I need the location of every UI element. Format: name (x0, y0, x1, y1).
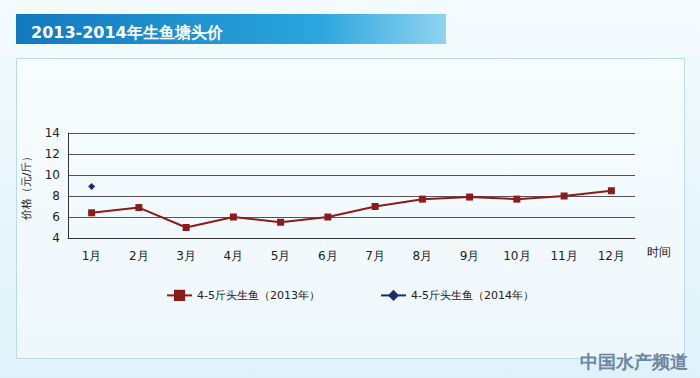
svg-text:价格（元/斤）: 价格（元/斤） (20, 151, 33, 222)
svg-text:8月: 8月 (413, 249, 433, 263)
svg-text:3月: 3月 (176, 249, 196, 263)
svg-text:6月: 6月 (318, 249, 338, 263)
svg-text:4月: 4月 (224, 249, 244, 263)
svg-text:4-5斤头生鱼（2013年）: 4-5斤头生鱼（2013年） (197, 289, 320, 302)
svg-text:7月: 7月 (365, 249, 385, 263)
svg-text:4-5斤头生鱼（2014年）: 4-5斤头生鱼（2014年） (411, 289, 534, 302)
svg-text:4: 4 (52, 231, 60, 245)
svg-text:2013-2014年生鱼塘头价: 2013-2014年生鱼塘头价 (31, 23, 224, 42)
svg-text:时间: 时间 (647, 245, 671, 259)
svg-text:1月: 1月 (82, 249, 102, 263)
svg-text:11月: 11月 (550, 249, 577, 263)
svg-text:10月: 10月 (503, 249, 530, 263)
svg-text:12月: 12月 (598, 249, 625, 263)
svg-text:6: 6 (52, 210, 60, 224)
svg-text:14: 14 (45, 126, 60, 140)
svg-text:12: 12 (45, 147, 60, 161)
svg-text:5月: 5月 (271, 249, 291, 263)
svg-text:中国水产频道: 中国水产频道 (580, 351, 688, 372)
svg-text:8: 8 (52, 189, 60, 203)
svg-text:9月: 9月 (460, 249, 480, 263)
svg-text:2月: 2月 (129, 249, 149, 263)
svg-text:10: 10 (45, 168, 60, 182)
